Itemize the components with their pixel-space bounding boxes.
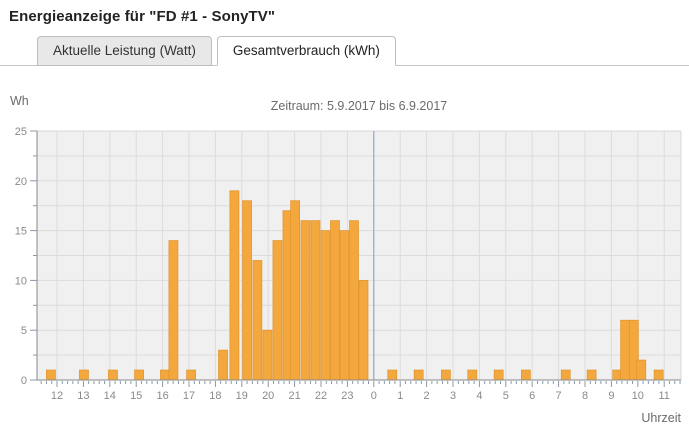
bar[interactable] [272, 240, 283, 381]
x-tick-label: 22 [315, 390, 327, 402]
x-tick-label: 20 [262, 390, 274, 402]
y-tick-label: 10 [15, 275, 27, 287]
bar[interactable] [218, 349, 228, 381]
x-tick-label: 2 [424, 390, 430, 402]
bar[interactable] [330, 220, 340, 381]
bar[interactable] [229, 190, 240, 381]
bar[interactable] [620, 319, 631, 381]
x-tick-label: 16 [156, 390, 168, 402]
bar[interactable] [349, 220, 359, 381]
bar[interactable] [413, 369, 424, 381]
bar[interactable] [134, 369, 144, 381]
bar[interactable] [493, 369, 504, 381]
bar[interactable] [79, 369, 89, 381]
consumption-chart: 12 13 14 15 16 17 18 19 20 21 22 23 0 1 2 3 4 5 6 7 8 9 10 1105… [10, 94, 682, 425]
x-tick-label: 3 [450, 390, 456, 402]
bar[interactable] [339, 230, 350, 381]
x-tick-label: 13 [77, 390, 89, 402]
x-tick-label: 19 [236, 390, 248, 402]
y-tick-label: 25 [15, 126, 27, 138]
y-tick-label: 15 [15, 226, 27, 238]
bar[interactable] [46, 369, 56, 381]
bar[interactable] [262, 329, 273, 381]
tab-bar: Aktuelle Leistung (Watt) Gesamtverbrauch… [0, 36, 689, 66]
x-tick-label: 15 [130, 390, 142, 402]
x-tick-label: 18 [209, 390, 221, 402]
x-tick-label: 8 [582, 390, 588, 402]
x-tick-label: 0 [371, 390, 377, 402]
bar[interactable] [636, 359, 647, 381]
bar[interactable] [242, 200, 252, 381]
chart-title: Zeitraum: 5.9.2017 bis 6.9.2017 [271, 99, 448, 113]
page-title: Energieanzeige für "FD #1 - SonyTV" [9, 8, 276, 25]
bar[interactable] [310, 220, 321, 381]
bar[interactable] [467, 369, 478, 381]
x-tick-label: 14 [104, 390, 116, 402]
x-tick-label: 12 [51, 390, 63, 402]
tab-aktuelle-leistung[interactable]: Aktuelle Leistung (Watt) [37, 36, 212, 66]
bar[interactable] [300, 220, 311, 381]
bar[interactable] [586, 369, 597, 381]
y-tick-label: 20 [15, 176, 27, 188]
x-tick-label: 5 [503, 390, 509, 402]
x-axis-label: Uhrzeit [641, 411, 681, 425]
y-tick-label: 5 [21, 325, 27, 337]
x-tick-label: 17 [183, 390, 195, 402]
x-tick-label: 1 [397, 390, 403, 402]
x-tick-label: 6 [529, 390, 535, 402]
y-axis-unit-label: Wh [10, 94, 29, 108]
bar[interactable] [440, 369, 451, 381]
bar[interactable] [252, 260, 263, 381]
x-tick-label: 23 [341, 390, 353, 402]
bar[interactable] [358, 280, 369, 381]
x-tick-label: 4 [476, 390, 482, 402]
bar[interactable] [290, 200, 301, 381]
bar[interactable] [653, 369, 664, 381]
bar[interactable] [160, 369, 170, 381]
bar[interactable] [320, 230, 331, 381]
bar[interactable] [520, 369, 531, 381]
x-tick-label: 11 [658, 390, 669, 402]
x-tick-label: 9 [608, 390, 614, 402]
bar[interactable] [186, 369, 196, 381]
tab-gesamtverbrauch[interactable]: Gesamtverbrauch (kWh) [216, 36, 396, 66]
x-tick-label: 7 [556, 390, 562, 402]
y-tick-label: 0 [21, 375, 27, 387]
x-tick-label: 21 [288, 390, 300, 402]
x-tick-label: 10 [632, 390, 644, 402]
bar[interactable] [387, 369, 398, 381]
bar[interactable] [108, 369, 118, 381]
bar[interactable] [168, 240, 179, 381]
bar[interactable] [560, 369, 571, 381]
